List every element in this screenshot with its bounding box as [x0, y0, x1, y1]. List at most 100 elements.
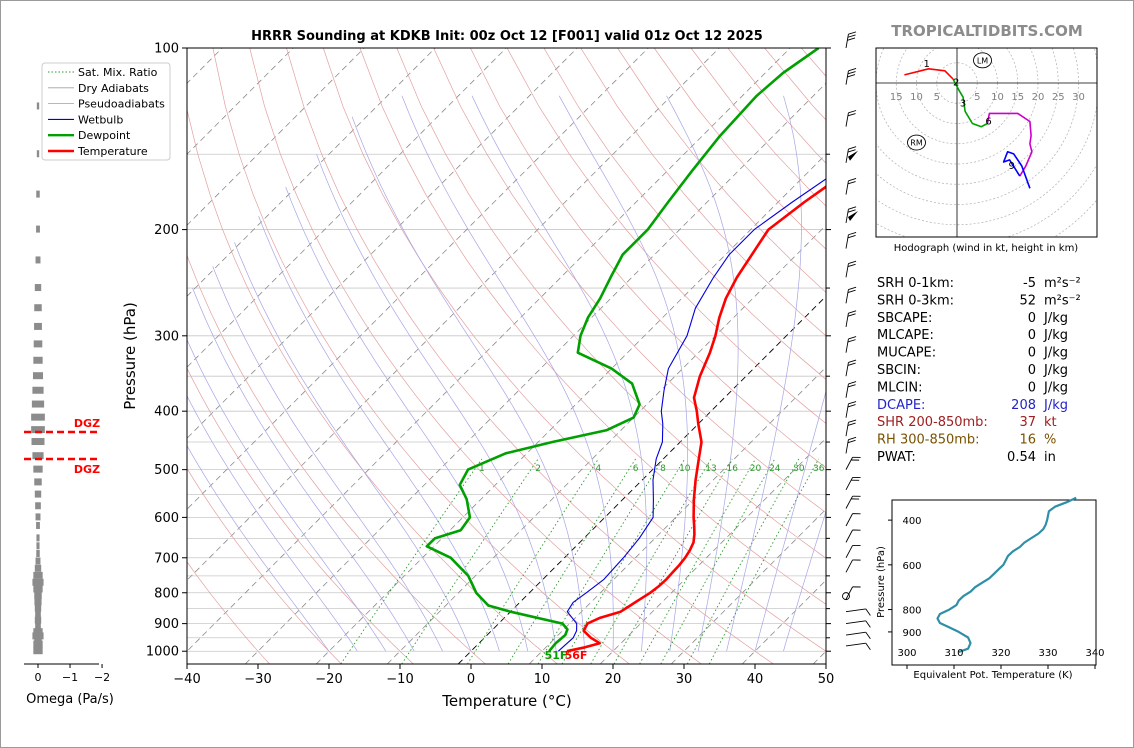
thetae-x-tick-label: 330: [1038, 648, 1057, 659]
y-tick-label: 400: [154, 405, 179, 420]
dry-adiabat: [506, 48, 826, 424]
isotherm-line: [187, 48, 436, 297]
index-value: 37: [1019, 415, 1036, 430]
skewt-ylabel: Pressure (hPa): [121, 302, 139, 410]
omega-bar: [36, 102, 40, 110]
omega-bar: [33, 340, 43, 348]
hodograph-trace: [1002, 151, 1031, 189]
hodograph-ring-label: 15: [1011, 92, 1024, 103]
omega-bar: [36, 534, 40, 542]
index-unit: m²s⁻²: [1044, 276, 1081, 291]
moist-adiabat: [234, 242, 472, 652]
index-unit: kt: [1044, 415, 1057, 430]
legend: Sat. Mix. Ratio Dry Adiabats Pseudoadiabat…: [41, 62, 171, 161]
index-value: 16: [1019, 433, 1036, 448]
x-tick-label: −10: [386, 672, 413, 687]
skewt-background-lines: 1 2 4 6 8 10 13 16 20 24 30 36: [187, 48, 826, 664]
index-value: 208: [1011, 398, 1036, 413]
omega-bar: [34, 604, 42, 612]
mixing-ratio-line: [537, 458, 664, 664]
x-tick-label: 40: [747, 672, 764, 687]
index-label: SRH 0-1km:: [877, 276, 954, 291]
omega-bar: [32, 372, 44, 380]
thetae-panel: 300 310 320 330 340 400 600 800 900 Equivalent P…: [876, 496, 1105, 681]
thetae-y-tick-label: 600: [902, 561, 921, 572]
mixing-ratio-label: 36: [813, 464, 825, 474]
hodograph-height-label: 2: [953, 78, 959, 89]
omega-panel: DGZ DGZ 0 −1 −2 Omega (Pa/s): [24, 102, 114, 707]
index-value: 0: [1028, 346, 1036, 361]
dry-adiabat: [470, 48, 826, 469]
wind-barb: [845, 476, 861, 491]
hodograph-ring-label: 15: [890, 92, 903, 103]
omega-xlabel: Omega (Pa/s): [26, 692, 114, 707]
dgz-label-top: DGZ: [74, 417, 100, 430]
skewt-panel: 1 2 4 6 8 10 13 16 20 24 30 36 −40 −30 −20 −10 0 10 20 30 4…: [121, 31, 871, 710]
thetae-x-tick-label: 300: [897, 648, 916, 659]
mixing-ratio-label: 1: [479, 464, 485, 474]
hodograph-trace: [904, 68, 954, 80]
legend-item-label: Wetbulb: [78, 113, 123, 126]
dry-adiabat: [187, 254, 486, 664]
moist-adiabat: [258, 215, 500, 652]
hodograph-ring-label: 5: [934, 92, 940, 103]
skewt-xlabel: Temperature (°C): [441, 692, 571, 710]
omega-bar: [34, 636, 42, 644]
mixing-ratio-label: 8: [660, 464, 666, 474]
wind-barb: [845, 620, 871, 628]
moist-adiabat: [783, 510, 826, 652]
isotherm-line: [187, 48, 791, 652]
hodograph-height-label: 9: [1008, 161, 1014, 172]
omega-bar: [31, 413, 45, 421]
moist-adiabat: [351, 116, 585, 652]
wind-barb: [845, 495, 861, 509]
isotherm-line: [187, 48, 578, 439]
mixing-ratio-line: [590, 458, 712, 664]
dry-adiabat: [187, 108, 558, 664]
wind-barb: [845, 642, 871, 650]
wind-barb: [845, 401, 857, 418]
y-tick-label: 300: [154, 329, 179, 344]
isotherm-line: [670, 508, 826, 664]
wind-barb: [845, 68, 857, 85]
hodograph-trace: [986, 112, 1033, 177]
omega-bar: [34, 284, 42, 292]
index-label: SRH 0-3km:: [877, 293, 954, 308]
isotherm-line: [187, 48, 365, 226]
thetae-y-tick-label: 400: [902, 516, 921, 527]
omega-bar: [33, 356, 43, 364]
index-unit: m²s⁻²: [1044, 293, 1081, 308]
omega-bar: [34, 592, 42, 600]
isotherm-line: [528, 366, 826, 664]
omega-bar: [31, 400, 45, 408]
dry-adiabat: [580, 48, 826, 337]
index-value: 0: [1028, 311, 1036, 326]
legend-item-label: Sat. Mix. Ratio: [78, 66, 158, 79]
thetae-x-tick-label: 320: [991, 648, 1010, 659]
mixing-ratio-line: [340, 458, 483, 664]
y-tick-label: 1000: [146, 645, 179, 660]
wind-barb: [845, 544, 861, 558]
hodograph-ring-label: 30: [1072, 92, 1085, 103]
y-tick-label: 600: [154, 511, 179, 526]
storm-motion-label: LM: [977, 56, 988, 65]
index-unit: in: [1044, 450, 1056, 465]
omega-tick-label: 0: [35, 671, 42, 684]
omega-bar: [35, 610, 41, 618]
isotherm-line: [457, 295, 826, 664]
mixing-ratio-line: [467, 458, 599, 664]
index-value: 0: [1028, 380, 1036, 395]
isotherm-line: [187, 48, 649, 510]
dry-adiabat: [187, 367, 414, 664]
index-label: MUCAPE:: [877, 346, 936, 361]
dry-adiabat: [212, 48, 630, 664]
thetae-ylabel: Pressure (hPa): [876, 546, 887, 618]
hodograph-ring-label: 10: [910, 92, 923, 103]
isotherm-line: [244, 82, 826, 664]
skewt-axes-frame: [186, 47, 827, 665]
thetae-x-tick-label: 310: [944, 648, 963, 659]
moist-adiabat: [754, 389, 826, 652]
omega-bar: [34, 616, 42, 624]
x-tick-label: −30: [244, 672, 271, 687]
index-value: 0: [1028, 363, 1036, 378]
